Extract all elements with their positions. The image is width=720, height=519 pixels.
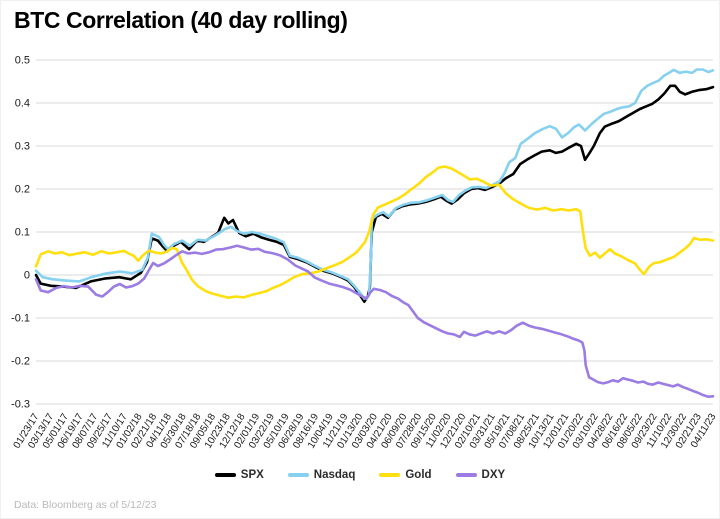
y-axis-tick-label: -0.2 bbox=[11, 356, 30, 368]
y-axis-tick-label: 0.2 bbox=[15, 184, 30, 196]
legend-swatch-gold bbox=[379, 473, 401, 477]
legend-label: SPX bbox=[240, 469, 264, 481]
legend-label: DXY bbox=[481, 469, 506, 481]
correlation-line-chart: 0.50.40.30.20.10-0.1-0.2-0.301/23/1703/1… bbox=[11, 55, 719, 451]
y-axis-tick-label: 0.3 bbox=[15, 141, 30, 153]
legend-swatch-spx bbox=[214, 473, 236, 477]
chart-title: BTC Correlation (40 day rolling) bbox=[14, 7, 348, 33]
legend-swatch-nasdaq bbox=[287, 473, 309, 477]
y-axis-tick-label: 0.4 bbox=[15, 98, 30, 110]
legend-item-nasdaq: Nasdaq bbox=[287, 469, 356, 481]
y-axis-tick-label: 0.5 bbox=[15, 55, 30, 67]
series-line-dxy bbox=[34, 244, 715, 399]
series-line-gold bbox=[34, 165, 715, 300]
legend: SPX Nasdaq Gold DXY bbox=[1, 469, 719, 481]
y-axis-tick-label: -0.1 bbox=[11, 313, 30, 325]
source-note: Data: Bloomberg as of 5/12/23 bbox=[14, 499, 157, 511]
y-axis-tick-label: -0.3 bbox=[11, 399, 30, 411]
legend-label: Nasdaq bbox=[313, 469, 356, 481]
series-line-spx bbox=[34, 84, 715, 303]
legend-item-spx: SPX bbox=[214, 469, 264, 481]
legend-swatch-dxy bbox=[455, 473, 477, 477]
y-axis-tick-label: 0 bbox=[24, 270, 30, 282]
legend-item-gold: Gold bbox=[379, 469, 432, 481]
legend-item-dxy: DXY bbox=[455, 469, 506, 481]
series-line-nasdaq bbox=[34, 68, 715, 300]
y-axis-tick-label: 0.1 bbox=[15, 227, 30, 239]
legend-label: Gold bbox=[405, 469, 432, 481]
